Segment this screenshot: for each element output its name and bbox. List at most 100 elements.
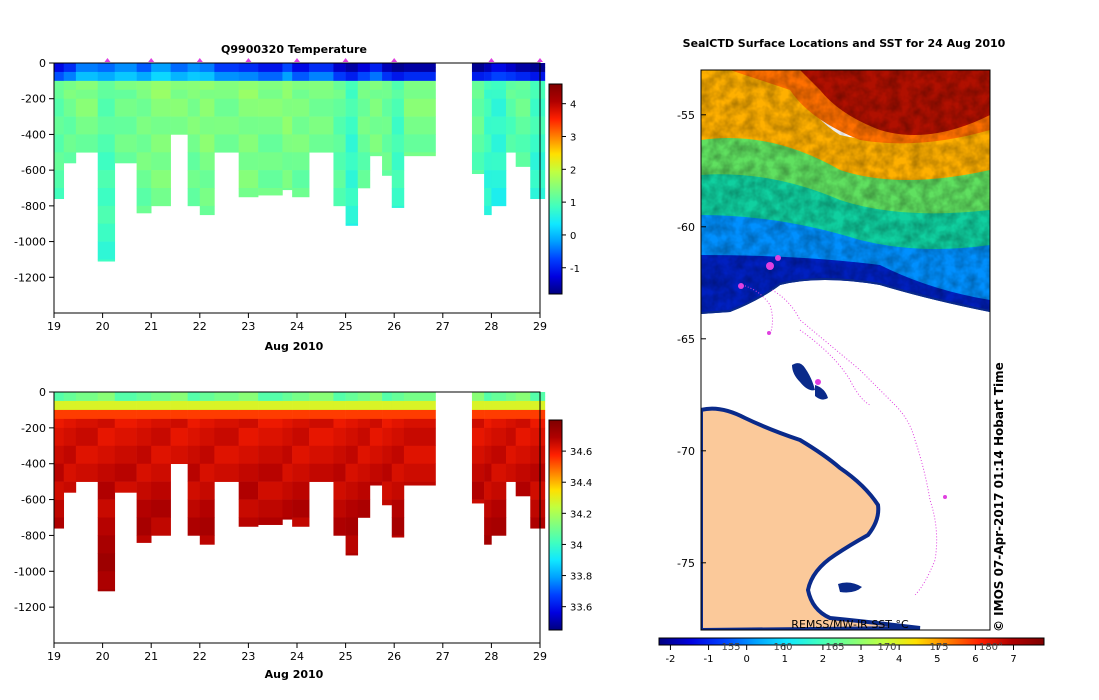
salinity-cell — [258, 418, 283, 429]
temperature-cell — [505, 98, 516, 117]
surface-marker — [488, 58, 495, 62]
x-tick-label: 27 — [436, 320, 450, 333]
colorbar-tick-label: 2 — [570, 165, 576, 176]
temperature-cell — [97, 205, 116, 225]
temperature-cell — [403, 71, 436, 82]
temperature-cell — [238, 67, 259, 73]
x-tick-label: 19 — [47, 320, 61, 333]
temperature-cell — [382, 134, 393, 153]
salinity-cell — [238, 499, 259, 518]
salinity-cell — [187, 409, 201, 420]
salinity-cell — [282, 445, 293, 465]
sst-map-title: SealCTD Surface Locations and SST for 24… — [683, 37, 1006, 50]
temperature-surface-markers — [104, 58, 543, 62]
temperature-cell — [187, 71, 201, 82]
temperature-cell — [199, 188, 215, 207]
colorbar-tick-label: 33.8 — [570, 572, 592, 583]
temperature-cell — [187, 188, 201, 207]
salinity-cell — [63, 463, 77, 482]
temperature-cell — [391, 188, 405, 207]
salinity-cell — [382, 400, 393, 411]
temperature-cell — [333, 170, 346, 189]
salinity-cell — [187, 499, 201, 518]
salinity-cell — [530, 499, 546, 518]
salinity-cell — [484, 409, 492, 420]
temperature-cell — [345, 63, 359, 68]
temperature-cell — [345, 67, 359, 73]
salinity-cell — [136, 396, 152, 402]
temperature-cell — [136, 152, 152, 171]
salinity-cell — [515, 427, 531, 447]
salinity-cell — [491, 517, 507, 536]
salinity-cell — [199, 409, 215, 420]
salinity-cell — [382, 463, 393, 482]
salinity-panel: 19 20 21 22 23 24 25 26 27 28 29 0 -200 -400 -600 -800… — [14, 386, 592, 681]
temperature-cell — [357, 170, 371, 189]
salinity-cell — [369, 392, 383, 397]
salinity-cell — [333, 418, 346, 429]
temperature-cell — [471, 116, 485, 135]
salinity-cell — [382, 445, 393, 465]
salinity-cell — [114, 396, 137, 402]
salinity-cell — [471, 392, 485, 397]
temperature-cell — [282, 67, 293, 73]
x-tick-label: 24 — [290, 650, 304, 663]
salinity-cell — [136, 400, 152, 411]
temperature-cell — [369, 89, 383, 100]
temperature-cell — [151, 71, 171, 82]
sst-map-panel: SealCTD Surface Locations and SST for 24… — [658, 37, 1045, 665]
temperature-cell — [75, 63, 99, 68]
temperature-cell — [170, 63, 188, 68]
salinity-cell — [357, 499, 371, 518]
salinity-cell — [333, 499, 346, 518]
temperature-cell — [357, 134, 371, 153]
sst-colorbar-tick-label: 7 — [1010, 654, 1016, 665]
salinity-cell — [97, 463, 116, 482]
temperature-cell — [491, 80, 507, 91]
x-tick-label: 20 — [96, 320, 110, 333]
x-tick-label: 28 — [484, 650, 498, 663]
temperature-cell — [151, 63, 171, 68]
temperature-cell — [151, 116, 171, 135]
salinity-cell — [292, 409, 310, 420]
salinity-cell — [75, 463, 99, 482]
temperature-cell — [505, 89, 516, 100]
temperature-cell — [136, 63, 152, 68]
temperature-cell — [214, 89, 239, 100]
temperature-cell — [357, 116, 371, 135]
salinity-cell — [484, 396, 492, 402]
salinity-cell — [214, 396, 239, 402]
temperature-cell — [309, 116, 334, 135]
salinity-cell — [75, 392, 99, 397]
temperature-cell — [258, 71, 283, 82]
y-tick-label: -800 — [21, 200, 46, 213]
y-tick-label: -600 — [21, 494, 46, 507]
salinity-cell — [282, 418, 293, 429]
latitude-tick-label: -60 — [677, 221, 695, 234]
salinity-cell — [515, 400, 531, 411]
temperature-cell — [54, 89, 65, 100]
salinity-cell — [151, 481, 171, 500]
salinity-cell — [292, 418, 310, 429]
colorbar-tick-label: 1 — [570, 198, 576, 209]
temperature-cell — [484, 80, 492, 91]
temperature-cell — [97, 116, 116, 135]
salinity-cell — [292, 396, 310, 402]
temperature-cell — [170, 71, 188, 82]
temperature-cell — [403, 116, 436, 135]
temperature-cell — [151, 134, 171, 153]
salinity-cells — [54, 392, 546, 592]
salinity-cell — [491, 409, 507, 420]
salinity-cell — [136, 445, 152, 465]
temperature-cell — [491, 89, 507, 100]
salinity-cell — [97, 589, 116, 592]
salinity-cell — [238, 481, 259, 500]
y-tick-label: -200 — [21, 422, 46, 435]
salinity-cell — [309, 463, 334, 482]
salinity-cell — [530, 427, 546, 447]
salinity-cell — [471, 463, 485, 482]
surface-marker — [391, 58, 398, 62]
salinity-cell — [97, 396, 116, 402]
x-tick-label: 22 — [193, 320, 207, 333]
salinity-cell — [530, 400, 546, 411]
